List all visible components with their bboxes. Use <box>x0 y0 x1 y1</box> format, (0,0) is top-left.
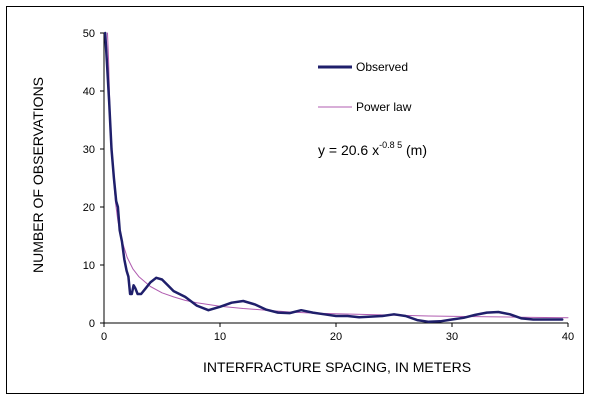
x-axis-title: INTERFRACTURE SPACING, IN METERS <box>203 359 471 375</box>
legend: Observed Power law <box>318 60 412 114</box>
equation-exponent: -0.8 5 <box>379 140 402 150</box>
series-line-power-law <box>107 32 569 319</box>
x-tick-label: 0 <box>101 331 107 343</box>
y-tick-label: 30 <box>83 144 95 156</box>
chart-frame <box>6 6 584 394</box>
axes <box>100 32 569 327</box>
x-tick-label: 30 <box>446 331 458 343</box>
equation-annotation: y = 20.6 x-0.8 5 (m) <box>318 140 427 158</box>
y-axis-title: NUMBER OF OBSERVATIONS <box>30 77 46 273</box>
x-tick-label: 40 <box>562 331 574 343</box>
y-tick-label: 40 <box>83 86 95 98</box>
series-group <box>103 31 569 324</box>
series-line-observed <box>103 31 564 324</box>
tick-labels: 0 10 20 30 40 0 10 20 30 40 50 <box>83 28 574 343</box>
y-tick-label: 10 <box>83 260 95 272</box>
legend-label-observed: Observed <box>356 60 408 74</box>
equation-suffix: (m) <box>402 142 427 158</box>
y-tick-label: 20 <box>83 202 95 214</box>
y-tick-label: 0 <box>89 318 95 330</box>
equation-prefix: y = 20.6 x <box>318 142 379 158</box>
x-tick-label: 20 <box>330 331 342 343</box>
x-tick-label: 10 <box>214 331 226 343</box>
y-tick-label: 50 <box>83 28 95 40</box>
legend-label-power-law: Power law <box>356 100 412 114</box>
